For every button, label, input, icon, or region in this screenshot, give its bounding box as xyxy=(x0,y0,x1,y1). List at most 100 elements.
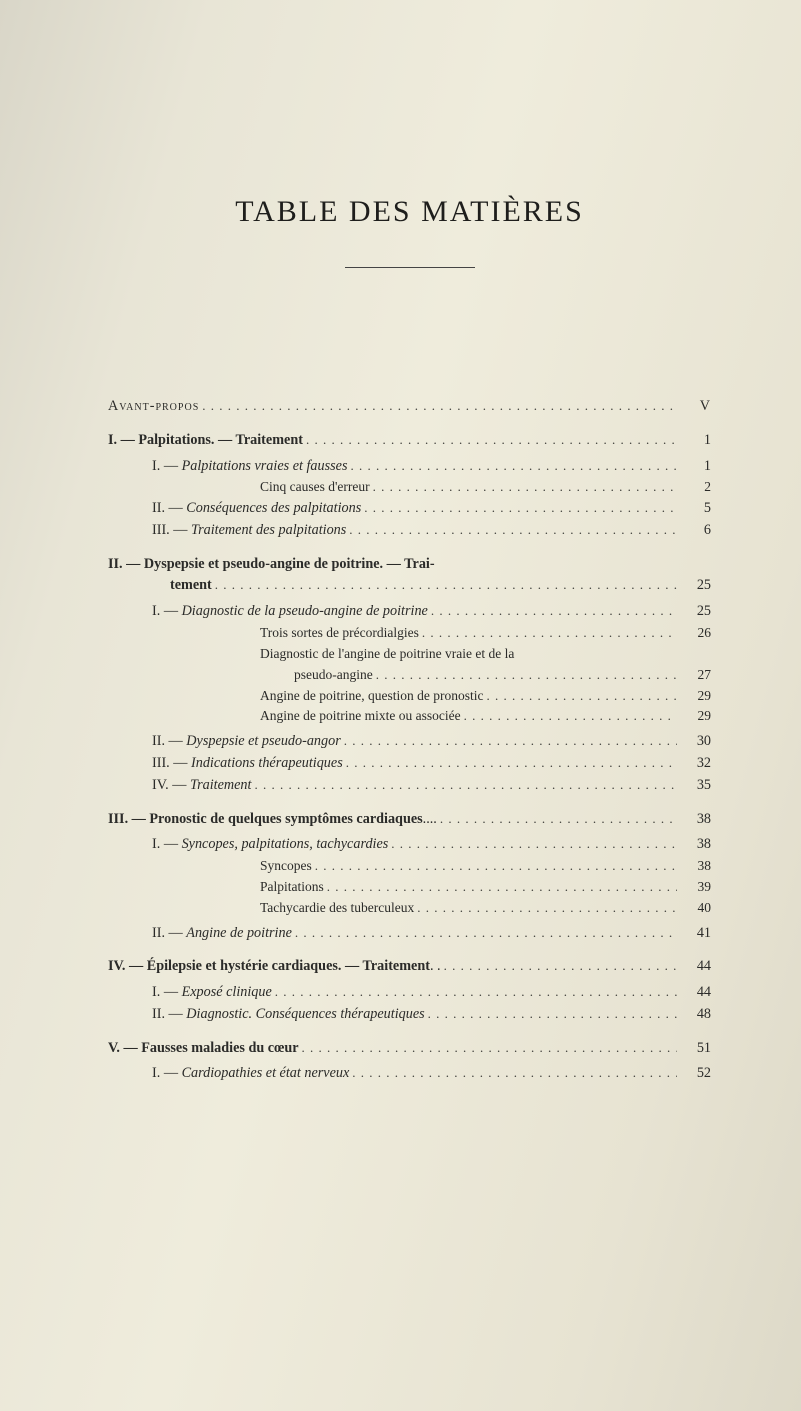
toc-row: Diagnostic de l'angine de poitrine vraie… xyxy=(108,646,711,663)
toc-page-number: V xyxy=(677,398,711,416)
toc-page-number: 5 xyxy=(677,500,711,518)
toc-leader xyxy=(349,1065,677,1081)
toc-row: II. — Dyspepsie et pseudo-angor30 xyxy=(108,733,711,751)
toc-page-number: 51 xyxy=(677,1040,711,1058)
toc-row: Trois sortes de précordialgies 26 xyxy=(108,625,711,642)
toc-leader xyxy=(251,777,677,793)
toc-row: I. — Cardiopathies et état nerveux 52 xyxy=(108,1065,711,1083)
toc-leader xyxy=(414,900,677,916)
toc-row: I. — Palpitations vraies et fausses1 xyxy=(108,458,711,476)
toc-leader xyxy=(303,432,677,448)
toc-label: I. — Syncopes, palpitations, tachycardie… xyxy=(152,836,388,854)
toc-page-number: 32 xyxy=(677,755,711,773)
toc-label: Tachycardie des tuberculeux xyxy=(260,900,414,917)
toc-row: II. — Conséquences des palpitations 5 xyxy=(108,500,711,518)
toc-row: IV. — Épilepsie et hystérie cardiaques. … xyxy=(108,958,711,976)
toc-leader xyxy=(341,733,677,749)
toc-leader xyxy=(346,522,677,538)
toc-row: I. — Exposé clinique 44 xyxy=(108,984,711,1002)
toc-row: tement 25 xyxy=(108,577,711,595)
toc-label: II. — Conséquences des palpitations xyxy=(152,500,361,518)
toc-row: II. — Diagnostic. Conséquences thérapeut… xyxy=(108,1006,711,1024)
toc-row: II. — Dyspepsie et pseudo-angine de poit… xyxy=(108,556,711,574)
toc-row: I. — Syncopes, palpitations, tachycardie… xyxy=(108,836,711,854)
toc-label: Syncopes xyxy=(260,858,312,875)
toc-label: I. — Exposé clinique xyxy=(152,984,272,1002)
toc-leader xyxy=(199,398,677,414)
toc-row: Angine de poitrine mixte ou associée29 xyxy=(108,708,711,725)
toc-label: I. — Cardiopathies et état nerveux xyxy=(152,1065,349,1083)
toc-page-number: 44 xyxy=(677,984,711,1002)
toc-leader xyxy=(370,479,677,495)
toc-page-number: 52 xyxy=(677,1065,711,1083)
toc-label: IV. — Traitement xyxy=(152,777,251,795)
toc-leader xyxy=(461,708,677,724)
toc-leader xyxy=(425,1006,677,1022)
toc-leader xyxy=(483,688,677,704)
toc-page-number: 25 xyxy=(677,577,711,595)
toc-label: III. — Pronostic de quelques symptômes c… xyxy=(108,811,437,829)
toc-leader xyxy=(299,1040,677,1056)
toc-label: II. — Diagnostic. Conséquences thérapeut… xyxy=(152,1006,425,1024)
toc-label: III. — Traitement des palpitations xyxy=(152,522,346,540)
toc-leader xyxy=(212,577,677,593)
toc-row: I. — Palpitations. — Traitement1 xyxy=(108,432,711,450)
toc-row: I. — Diagnostic de la pseudo-angine de p… xyxy=(108,603,711,621)
toc-label: Angine de poitrine mixte ou associée xyxy=(260,708,461,725)
toc-leader xyxy=(437,811,677,827)
toc-label: IV. — Épilepsie et hystérie cardiaques. … xyxy=(108,958,441,976)
toc-leader xyxy=(272,984,677,1000)
toc-label: tement xyxy=(108,577,212,595)
toc-row: Palpitations39 xyxy=(108,879,711,896)
toc-label: pseudo-angine xyxy=(294,667,373,684)
page: TABLE DES MATIÈRES Avant-propos V I. — Pal… xyxy=(0,0,801,1411)
toc-page-number: 40 xyxy=(677,900,711,917)
toc-row: III. — Pronostic de quelques symptômes c… xyxy=(108,811,711,829)
toc-label: Angine de poitrine, question de pronosti… xyxy=(260,688,483,705)
toc-row: III. — Traitement des palpitations 6 xyxy=(108,522,711,540)
toc-page-number: 35 xyxy=(677,777,711,795)
toc-label: V. — Fausses maladies du cœur xyxy=(108,1040,299,1058)
toc-leader xyxy=(347,458,677,474)
toc-label: I. — Palpitations vraies et fausses xyxy=(152,458,347,476)
toc-leader xyxy=(343,755,677,771)
toc-leader xyxy=(312,858,677,874)
toc-row: III. — Indications thérapeutiques 32 xyxy=(108,755,711,773)
toc-page-number: 25 xyxy=(677,603,711,621)
toc-row: Cinq causes d'erreur2 xyxy=(108,479,711,496)
toc-leader xyxy=(419,625,677,641)
toc-label: II. — Angine de poitrine xyxy=(152,925,292,943)
toc-leader xyxy=(441,958,677,974)
toc-leader xyxy=(324,879,677,895)
toc-page-number: 29 xyxy=(677,688,711,705)
toc-label: Avant-propos xyxy=(108,398,199,416)
toc-row: Avant-propos V xyxy=(108,398,711,416)
toc-row: Tachycardie des tuberculeux 40 xyxy=(108,900,711,917)
toc-page-number: 26 xyxy=(677,625,711,642)
toc-leader xyxy=(361,500,677,516)
toc-label: III. — Indications thérapeutiques xyxy=(152,755,343,773)
toc-page-number: 44 xyxy=(677,958,711,976)
page-title: TABLE DES MATIÈRES xyxy=(108,195,711,229)
toc-page-number: 38 xyxy=(677,811,711,829)
toc-row: Syncopes 38 xyxy=(108,858,711,875)
toc-page-number: 41 xyxy=(677,925,711,943)
table-of-contents: Avant-propos V I. — Palpitations. — Traite… xyxy=(108,398,711,1083)
toc-leader xyxy=(292,925,677,941)
toc-row: V. — Fausses maladies du cœur 51 xyxy=(108,1040,711,1058)
toc-row: II. — Angine de poitrine 41 xyxy=(108,925,711,943)
toc-row: IV. — Traitement 35 xyxy=(108,777,711,795)
toc-page-number: 30 xyxy=(677,733,711,751)
toc-row: pseudo-angine 27 xyxy=(108,667,711,684)
toc-label: I. — Diagnostic de la pseudo-angine de p… xyxy=(152,603,428,621)
toc-page-number: 38 xyxy=(677,858,711,875)
toc-page-number: 27 xyxy=(677,667,711,684)
toc-page-number: 6 xyxy=(677,522,711,540)
toc-page-number: 48 xyxy=(677,1006,711,1024)
toc-leader xyxy=(373,667,677,683)
toc-label: Trois sortes de précordialgies xyxy=(260,625,419,642)
toc-label: Palpitations xyxy=(260,879,324,896)
toc-label: II. — Dyspepsie et pseudo-angine de poit… xyxy=(108,556,435,574)
toc-page-number: 38 xyxy=(677,836,711,854)
toc-label: Cinq causes d'erreur xyxy=(260,479,370,496)
